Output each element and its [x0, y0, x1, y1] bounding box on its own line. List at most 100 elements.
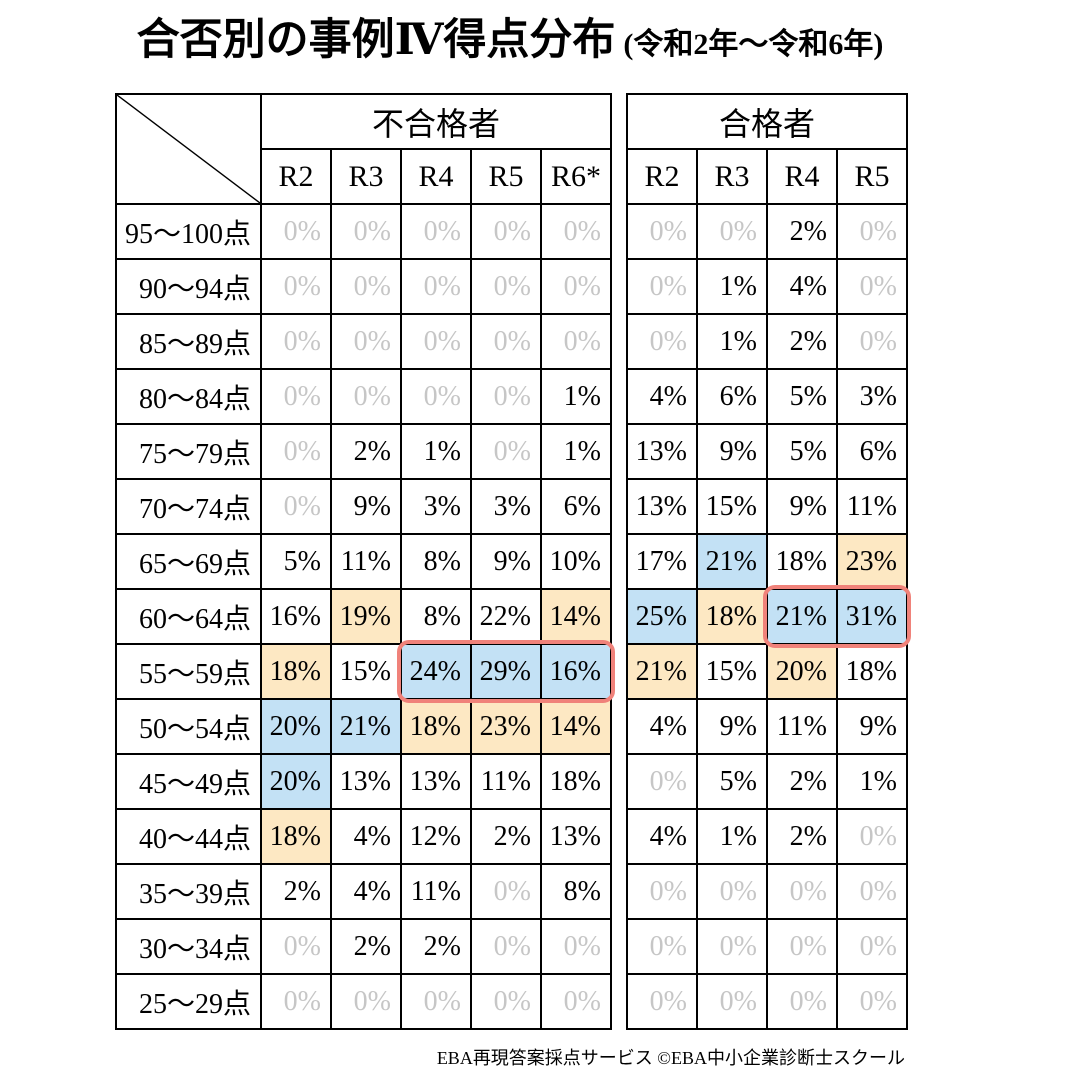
percent-cell: 0%: [626, 203, 698, 261]
percent-cell: 0%: [330, 203, 402, 261]
percent-cell: 0%: [260, 973, 332, 1031]
percent-cell: 2%: [766, 203, 838, 261]
percent-cell: 3%: [470, 478, 542, 536]
percent-cell: 5%: [766, 368, 838, 426]
score-row: 0% 0% 0% 0%: [626, 918, 908, 976]
percent-cell: 0%: [400, 258, 472, 316]
score-row: 70～74点 0% 9% 3% 3% 6%: [115, 478, 612, 536]
percent-cell: 2%: [766, 313, 838, 371]
score-row: 95～100点 0% 0% 0% 0% 0%: [115, 203, 612, 261]
percent-cell: 18%: [260, 643, 332, 701]
score-row: 0% 0% 0% 0%: [626, 973, 908, 1031]
score-row: 13% 9% 5% 6%: [626, 423, 908, 481]
percent-cell: 0%: [766, 863, 838, 921]
percent-cell: 0%: [626, 863, 698, 921]
score-row: 13% 15% 9% 11%: [626, 478, 908, 536]
percent-cell: 4%: [626, 368, 698, 426]
title-sub: (令和2年～令和6年): [623, 28, 884, 61]
score-range-label: 40～44点: [115, 808, 262, 866]
percent-cell: 19%: [330, 588, 402, 646]
percent-cell: 0%: [540, 973, 612, 1031]
year-column-header: R3: [696, 148, 768, 206]
percent-cell: 0%: [836, 863, 908, 921]
percent-cell: 18%: [766, 533, 838, 591]
percent-cell: 0%: [400, 313, 472, 371]
percent-cell: 1%: [696, 258, 768, 316]
percent-cell: 0%: [400, 973, 472, 1031]
score-row: 0% 1% 4% 0%: [626, 258, 908, 316]
percent-cell: 0%: [836, 973, 908, 1031]
percent-cell: 6%: [836, 423, 908, 481]
year-column-header: R4: [766, 148, 838, 206]
percent-cell: 13%: [626, 423, 698, 481]
percent-cell: 14%: [540, 588, 612, 646]
percent-cell: 18%: [540, 753, 612, 811]
percent-cell: 31%: [836, 588, 908, 646]
percent-cell: 9%: [696, 423, 768, 481]
percent-cell: 2%: [400, 918, 472, 976]
percent-cell: 0%: [836, 258, 908, 316]
score-row: 0% 0% 0% 0%: [626, 863, 908, 921]
percent-cell: 0%: [470, 313, 542, 371]
year-column-header: R2: [260, 148, 332, 206]
score-row: 40～44点 18% 4% 12% 2% 13%: [115, 808, 612, 866]
percent-cell: 0%: [836, 313, 908, 371]
percent-cell: 0%: [470, 863, 542, 921]
percent-cell: 0%: [260, 313, 332, 371]
score-row: 80～84点 0% 0% 0% 0% 1%: [115, 368, 612, 426]
percent-cell: 0%: [330, 973, 402, 1031]
score-range-label: 50～54点: [115, 698, 262, 756]
percent-cell: 13%: [626, 478, 698, 536]
percent-cell: 0%: [470, 918, 542, 976]
percent-cell: 4%: [766, 258, 838, 316]
fail-group-header: 不合格者: [260, 93, 612, 151]
percent-cell: 8%: [400, 533, 472, 591]
percent-cell: 12%: [400, 808, 472, 866]
score-range-label: 25～29点: [115, 973, 262, 1031]
percent-cell: 0%: [626, 973, 698, 1031]
percent-cell: 15%: [696, 643, 768, 701]
percent-cell: 14%: [540, 698, 612, 756]
percent-cell: 0%: [626, 753, 698, 811]
percent-cell: 0%: [330, 258, 402, 316]
percent-cell: 4%: [626, 698, 698, 756]
year-column-header: R6*: [540, 148, 612, 206]
score-row: 0% 1% 2% 0%: [626, 313, 908, 371]
percent-cell: 18%: [836, 643, 908, 701]
diagonal-line: [117, 95, 260, 203]
percent-cell: 11%: [330, 533, 402, 591]
score-row: 21% 15% 20% 18%: [626, 643, 908, 701]
year-column-header: R2: [626, 148, 698, 206]
score-range-label: 90～94点: [115, 258, 262, 316]
percent-cell: 2%: [330, 918, 402, 976]
percent-cell: 5%: [766, 423, 838, 481]
pass-group-table: 合格者 R2 R3 R4 R5 0% 0% 2% 0% 0% 1% 4% 0% 0% 1% 2% 0% 4% 6…: [626, 93, 908, 1031]
percent-cell: 20%: [260, 698, 332, 756]
diagonal-corner-cell: [115, 93, 262, 206]
percent-cell: 5%: [696, 753, 768, 811]
percent-cell: 9%: [766, 478, 838, 536]
percent-cell: 0%: [400, 203, 472, 261]
percent-cell: 21%: [766, 588, 838, 646]
percent-cell: 0%: [260, 258, 332, 316]
score-distribution-tables: 不合格者 R2 R3 R4 R5 R6* 95～100点 0% 0% 0% 0% 0% 90～94点…: [115, 93, 1074, 1031]
percent-cell: 2%: [330, 423, 402, 481]
percent-cell: 0%: [470, 368, 542, 426]
column-header-row: R2 R3 R4 R5 R6*: [116, 148, 612, 206]
score-row: 30～34点 0% 2% 2% 0% 0%: [115, 918, 612, 976]
percent-cell: 8%: [400, 588, 472, 646]
percent-cell: 0%: [836, 203, 908, 261]
percent-cell: 0%: [470, 203, 542, 261]
score-row: 45～49点 20% 13% 13% 11% 18%: [115, 753, 612, 811]
percent-cell: 11%: [470, 753, 542, 811]
percent-cell: 23%: [470, 698, 542, 756]
score-range-label: 80～84点: [115, 368, 262, 426]
percent-cell: 3%: [400, 478, 472, 536]
score-row: 4% 9% 11% 9%: [626, 698, 908, 756]
percent-cell: 20%: [260, 753, 332, 811]
percent-cell: 6%: [540, 478, 612, 536]
score-row: 60～64点 16% 19% 8% 22% 14%: [115, 588, 612, 646]
percent-cell: 0%: [540, 313, 612, 371]
score-range-label: 35～39点: [115, 863, 262, 921]
footer-credit: EBA再現答案採点サービス ©EBA中小企業診断士スクール: [436, 1048, 905, 1069]
